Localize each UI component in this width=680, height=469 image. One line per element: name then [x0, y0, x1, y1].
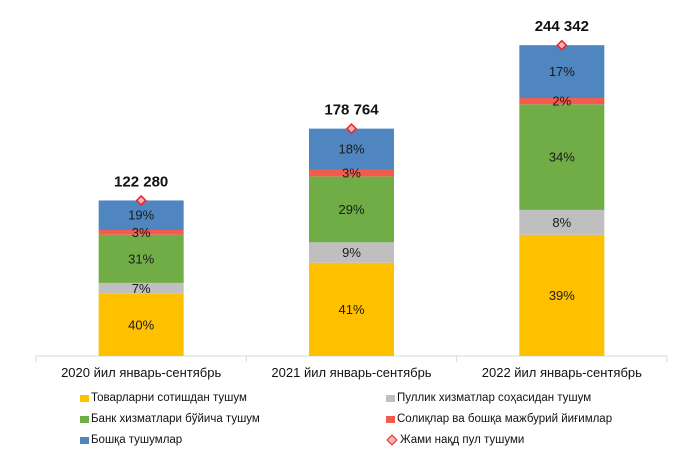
bar-segment — [309, 242, 394, 263]
bar-segment — [309, 262, 394, 356]
total-data-label: 122 280 — [114, 173, 168, 190]
total-marker-diamond — [135, 194, 147, 207]
legend-item-total-cash: Жами нақд пул тушуми — [386, 434, 524, 446]
bar-segment — [309, 169, 394, 177]
legend-swatch-green — [80, 415, 89, 423]
bar-segment — [519, 45, 605, 99]
bar-segment — [309, 176, 394, 243]
segment-data-label: 8% — [552, 215, 571, 230]
legend-label: Банк хизматлари бўйича тушум — [91, 413, 260, 425]
total-marker-diamond — [345, 123, 358, 135]
segment-data-label: 3% — [132, 225, 151, 240]
bar-segment — [98, 234, 184, 283]
legend-swatch-blue — [80, 436, 89, 444]
x-tick-label: 2020 йил январь-сентябрь — [61, 365, 221, 380]
segment-data-label: 3% — [342, 165, 361, 180]
segment-data-label: 9% — [342, 245, 361, 260]
bar-segment — [519, 234, 605, 356]
bar-segment — [519, 209, 605, 235]
segment-data-label: 34% — [549, 150, 575, 165]
bar-segment — [98, 230, 184, 235]
segment-data-label: 29% — [338, 202, 364, 217]
segment-data-label: 17% — [549, 64, 575, 79]
segment-data-label: 19% — [128, 208, 154, 223]
x-tick-label: 2022 йил январь-сентябрь — [482, 365, 642, 380]
stacked-bar-chart: 40% 7% 31% 3% 19% 122 280 2020 йил январь-сент… — [35, 18, 668, 380]
diamond-marker-icon — [386, 434, 398, 446]
total-data-label: 244 342 — [535, 18, 589, 35]
legend-swatch-gray — [386, 394, 395, 402]
legend-item-bank-services: Банк хизматлари бўйича тушум — [80, 413, 260, 425]
segment-data-label: 31% — [128, 251, 154, 266]
segment-data-label: 39% — [549, 288, 575, 303]
x-tick-label: 2021 йил январь-сентябрь — [271, 365, 431, 380]
segment-data-label: 41% — [338, 302, 364, 317]
legend-label: Товарларни сотишдан тушум — [91, 392, 247, 404]
legend-label: Бошқа тушумлар — [91, 434, 183, 446]
legend-item-paid-services: Пуллик хизматлар соҳасидан тушум — [386, 392, 591, 404]
bar-segment — [519, 98, 605, 105]
total-marker-diamond — [556, 39, 568, 51]
legend-label: Солиқлар ва бошқа мажбурий йиғимлар — [397, 413, 613, 425]
bar-segment — [519, 104, 605, 210]
segment-data-label: 18% — [338, 142, 364, 157]
legend-item-other-receipts: Бошқа тушумлар — [80, 434, 182, 446]
legend-swatch-red — [386, 415, 395, 423]
bar-segment — [98, 293, 184, 356]
total-data-label: 178 764 — [324, 102, 379, 119]
legend-swatch-yellow — [80, 394, 89, 402]
segment-data-label: 40% — [128, 317, 154, 332]
legend-label: Пуллик хизматлар соҳасидан тушум — [397, 392, 592, 404]
legend-item-goods-sales: Товарларни сотишдан тушум — [80, 392, 247, 404]
segment-data-label: 7% — [132, 281, 151, 296]
bar-segment — [98, 282, 184, 294]
legend-item-taxes: Солиқлар ва бошқа мажбурий йиғимлар — [386, 413, 612, 425]
legend-label: Жами нақд пул тушуми — [400, 434, 525, 446]
bar-segment — [309, 128, 394, 170]
segment-data-label: 2% — [552, 94, 571, 109]
